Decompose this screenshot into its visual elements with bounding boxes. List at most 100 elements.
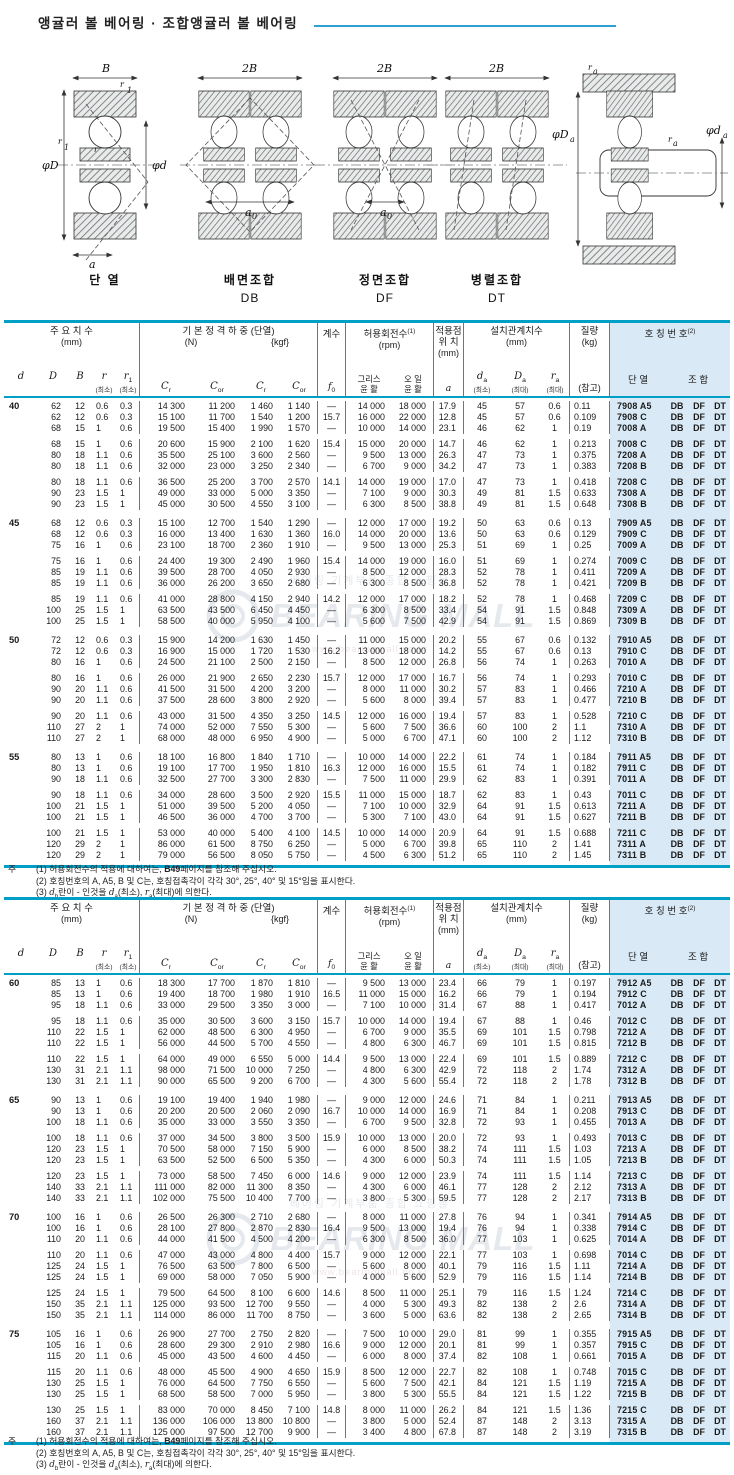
cell-Da_max: 111 [513,1144,527,1155]
cell-r1: 1 [116,1144,140,1155]
cell-Cor_kgf: 1 810 [280,762,318,774]
footnote-3: (3) db란이 - 인것을 da(최소), ra(최대)에 의한다. [36,887,212,900]
cell-mass_kg: 0.633 [570,488,610,500]
cell-f0: 16.5 [318,988,346,1000]
cell-oil_rpm: 13 000 [392,539,434,551]
cell-a_mm: 26.8 [434,656,464,668]
cell-Cor_kgf: 1 200 [280,411,318,423]
cell-Cr_kgf: 2 060 [250,1105,273,1116]
cell-a_mm: 35.5 [434,1027,464,1038]
cell-oil_rpm: 10 000 [392,1329,434,1340]
cell-mass_kg: 0.627 [570,812,610,823]
cell-da_min: 77 [477,1250,487,1261]
table-row: 95 18 1.1 0.6 35 000 30 500 3 600 3 150 15.7 10 0… [4,1016,730,1028]
cell-oil_rpm: 8 500 [392,499,434,511]
cell-Cr_kgf: 4 550 [250,499,273,510]
cell-Cr_kgf: 2 710 [250,1212,273,1223]
cell-designation: 7915 C [617,1339,647,1350]
cell-f0: 16.7 [318,1105,346,1117]
cell-bore-d [4,828,38,839]
cell-designation: 7013 A [617,1116,647,1127]
cell-f0: — [318,1144,346,1155]
cell-da_min: 51 [477,556,487,567]
cell-Cr_kgf: 3 800 [250,694,273,705]
cell-r1: 0.6 [116,1329,140,1340]
cell-bore-d [4,1038,38,1049]
cell-mass_kg: 0.528 [570,711,610,723]
cell-combo: DB [670,684,684,695]
cell-Cor_N: 58 500 [207,1171,235,1182]
cell-designation: 7014 C [617,1250,647,1261]
cell-mass_kg: 0.338 [570,1222,610,1234]
cell-Cor_kgf: 1 360 [280,528,318,540]
cell-combo: DB [670,1339,684,1350]
cell-grease_rpm: 8 000 [362,1405,385,1416]
cell-da_min: 82 [477,1350,487,1361]
cell-f0: — [318,839,346,851]
cell-r: 0.6 [96,645,109,656]
cell-combo: DF [693,594,705,605]
cell-ra_max: 1 [540,1212,570,1223]
cell-r: 1.1 [96,1233,109,1244]
title-rule [314,25,616,27]
cell-Cor_kgf: 8 350 [280,1182,318,1194]
cell-Da_max: 94 [515,1212,525,1223]
cell-combo: DF [693,1054,705,1065]
cell-combo: DT [714,518,726,529]
cell-Da_max: 93 [515,1133,525,1144]
cell-combo: DB [670,762,684,773]
cell-combo: DF [693,1193,705,1204]
cell-f0: — [318,1027,346,1038]
cell-Da_max: 73 [515,450,525,461]
cell-mass_kg: 1.1 [570,722,610,734]
caption-df: 정면조합 [359,272,411,287]
cell-Cor_kgf: 3 350 [280,488,318,500]
table-row: 120 23 1.5 1 63 500 52 500 6 500 5 350—4 300 6 0… [4,1154,730,1166]
cell-a_mm: 39.8 [434,839,464,851]
cell-mass_kg: 0.182 [570,762,610,774]
cell-f0: — [318,488,346,500]
cell-Cor_kgf: 9 900 [280,1427,318,1439]
cell-r1: 0.6 [116,577,140,589]
cell-B: 15 [75,439,85,450]
cell-B: 22 [75,1037,85,1048]
cell-a_mm: 20.2 [434,635,464,646]
cell-r1: 1.1 [116,1299,140,1311]
cell-designation: 7211 B [617,812,647,822]
cell-oil_rpm: 17 000 [392,594,434,606]
cell-combo: DB [670,518,684,529]
cell-combo: DB [670,1171,684,1182]
cell-combo: DT [714,722,726,733]
cell-a_mm: 36.0 [434,1233,464,1245]
cell-r1: 1 [116,1154,140,1166]
cell-combo: DB [670,499,684,510]
table-row: 110 22 1.5 1 56 000 44 500 5 700 4 550—4 800 6 3… [4,1037,730,1049]
cell-B: 19 [75,577,85,588]
cell-r: 1 [96,762,101,773]
cell-Cor_kgf: 5 750 [280,850,318,862]
cell-combo: DT [714,1233,726,1244]
cell-Cor_N: 26 200 [207,577,235,588]
cell-Da_max: 69 [515,556,525,567]
cell-da_min: 67 [477,999,487,1010]
cell-a_mm: 26.3 [434,450,464,461]
cell-a_mm: 59.5 [434,1193,464,1205]
cell-Da_max: 94 [515,1222,525,1233]
cell-Cr_kgf: 8 050 [250,850,273,861]
cell-D: 130 [46,1405,61,1416]
cell-r: 2.1 [96,1076,109,1087]
cell-ra_max: 1 [540,1250,570,1262]
header-loads-title: 기 본 정 격 하 중 (단열) [182,903,275,914]
cell-ra_max: 1.5 [540,801,570,812]
cell-Da_max: 100 [512,722,528,733]
cell-Da_max: 121 [512,1378,528,1389]
cell-mass_kg: 0.698 [570,1250,610,1262]
cell-f0: — [318,1233,346,1245]
svg-text:r: r [58,137,63,146]
cell-da_min: 50 [477,518,487,529]
cell-combo: DT [714,422,726,433]
cell-Cr_kgf: 1 540 [250,411,273,422]
cell-r: 1 [96,439,101,450]
designation-panel-bg [610,323,730,866]
cell-Da_max: 81 [515,499,525,510]
